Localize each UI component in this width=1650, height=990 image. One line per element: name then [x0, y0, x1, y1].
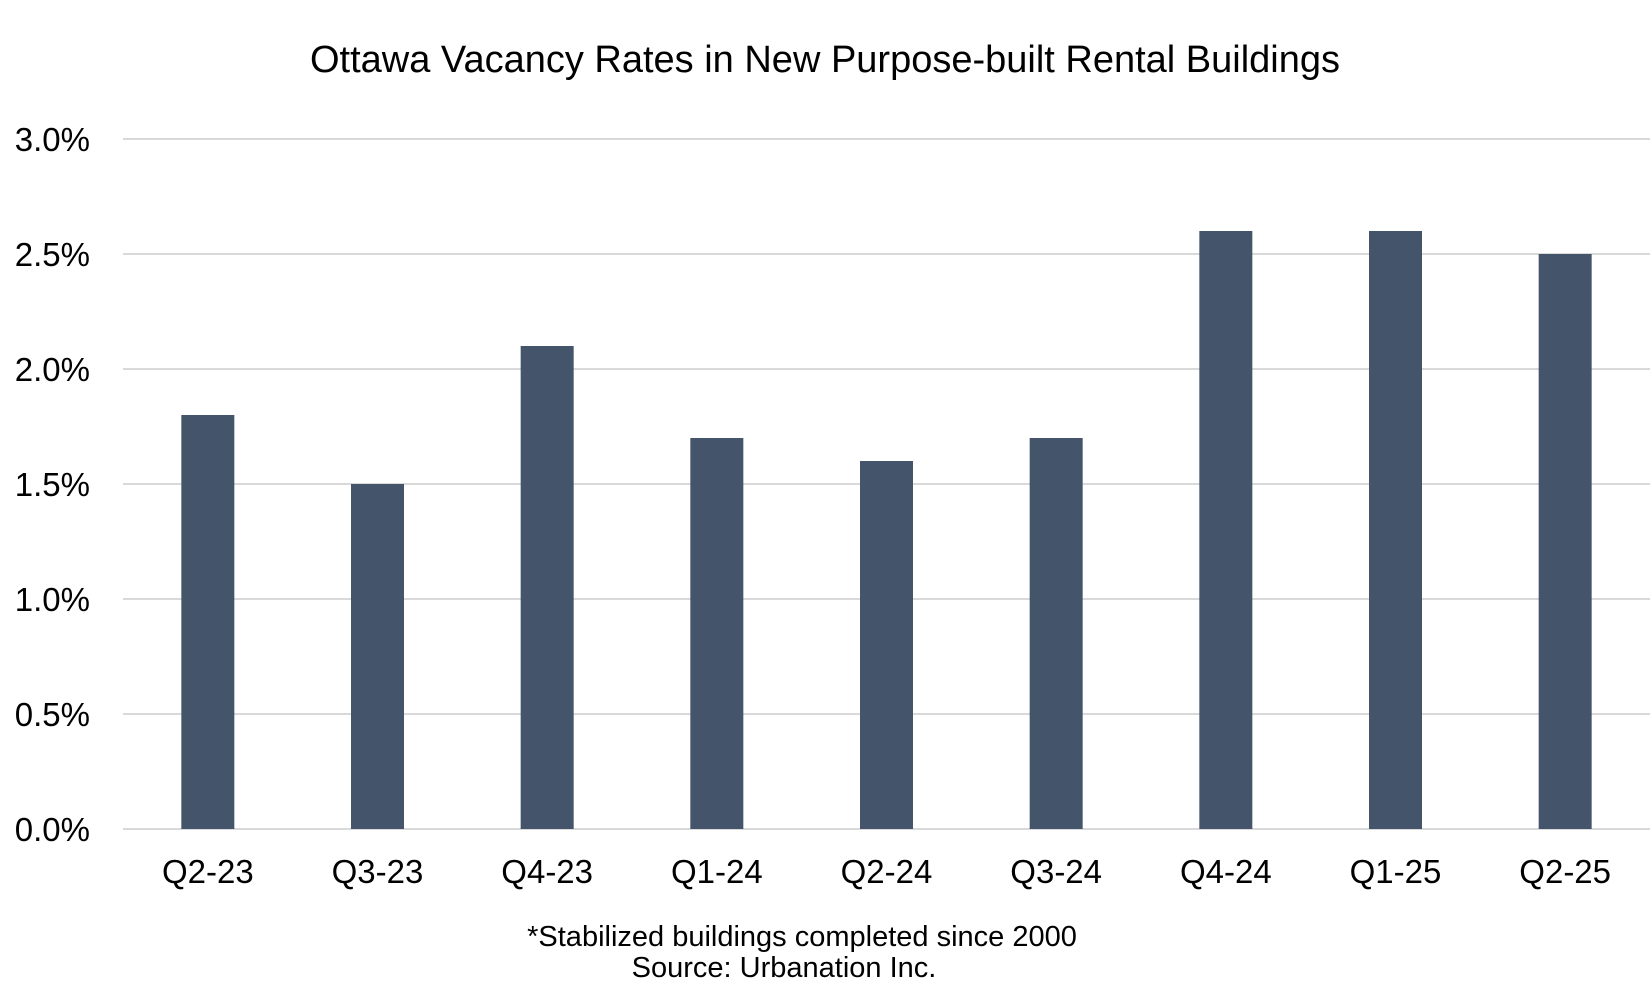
- y-tick-label: 0.0%: [15, 811, 90, 848]
- bar-q4-23: [520, 346, 574, 829]
- x-tick-label: Q2-25: [1519, 853, 1611, 890]
- chart-title: Ottawa Vacancy Rates in New Purpose-buil…: [310, 39, 1340, 81]
- x-tick-label: Q1-24: [671, 853, 763, 890]
- bars: [181, 231, 1592, 829]
- footnote-stabilized: *Stabilized buildings completed since 20…: [527, 921, 1077, 953]
- x-tick-label: Q3-24: [1010, 853, 1102, 890]
- x-tick-label: Q2-24: [841, 853, 933, 890]
- y-tick-label: 0.5%: [15, 696, 90, 733]
- x-tick-label: Q4-23: [501, 853, 593, 890]
- x-tick-label: Q3-23: [332, 853, 424, 890]
- y-tick-label: 2.0%: [15, 351, 90, 388]
- bar-q3-23: [351, 484, 404, 829]
- footnote-source: Source: Urbanation Inc.: [632, 952, 937, 984]
- bar-q4-24: [1199, 231, 1253, 829]
- y-tick-label: 1.0%: [15, 581, 90, 618]
- bar-q1-24: [690, 438, 744, 829]
- x-axis-ticks: Q2-23 Q3-23 Q4-23 Q1-24 Q2-24 Q3-24 Q4-24 Q1-25…: [162, 853, 1611, 890]
- x-tick-label: Q4-24: [1180, 853, 1272, 890]
- bar-q2-24: [860, 461, 913, 829]
- bar-q2-25: [1538, 254, 1592, 829]
- bar-q2-23: [181, 415, 235, 829]
- y-axis-ticks: 0.0% 0.5% 1.0% 1.5% 2.0% 2.5% 3.0%: [15, 121, 90, 848]
- y-tick-label: 3.0%: [15, 121, 90, 158]
- bar-q3-24: [1029, 438, 1083, 829]
- y-tick-label: 1.5%: [15, 466, 90, 503]
- x-tick-label: Q2-23: [162, 853, 254, 890]
- bar-q1-25: [1369, 231, 1422, 829]
- y-tick-label: 2.5%: [15, 236, 90, 273]
- x-tick-label: Q1-25: [1350, 853, 1442, 890]
